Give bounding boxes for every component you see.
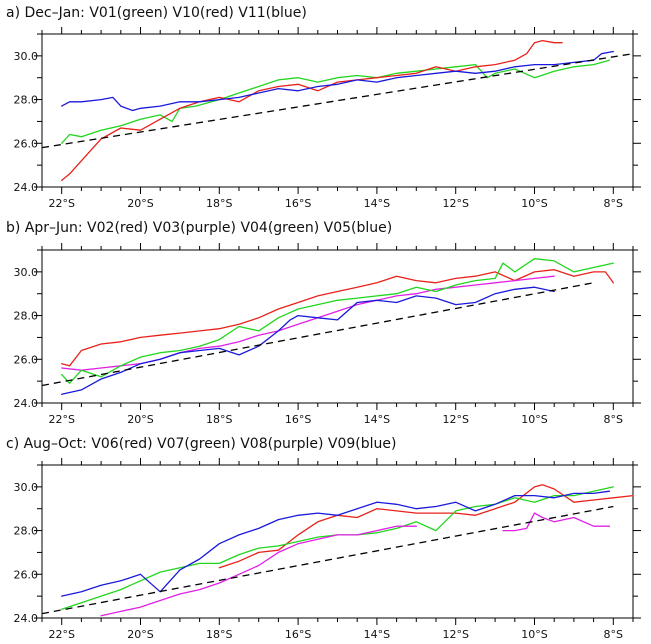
y-tick-label: 26.0 — [14, 137, 39, 150]
x-tick-label: 20°S — [127, 197, 153, 210]
panel-title: b) Apr–Jun: V02(red) V03(purple) V04(gre… — [6, 220, 392, 236]
panel-c: c) Aug–Oct: V06(red) V07(green) V08(purp… — [6, 436, 641, 641]
series-line-b-blue — [61, 286, 555, 395]
y-tick-label: 30.0 — [14, 266, 39, 279]
x-tick-label: 10°S — [521, 628, 547, 641]
x-tick-label: 8°S — [604, 628, 623, 641]
series-line-c-green — [61, 486, 614, 610]
series-line-b-purple — [61, 275, 555, 371]
series-line-c-purple — [100, 525, 417, 617]
x-tick-label: 18°S — [206, 628, 232, 641]
x-tick-label: 12°S — [442, 628, 468, 641]
x-tick-label: 8°S — [604, 197, 623, 210]
x-tick-label: 14°S — [364, 197, 390, 210]
y-tick-label: 28.0 — [14, 310, 39, 323]
x-tick-label: 20°S — [127, 628, 153, 641]
y-tick-label: 24.0 — [14, 612, 39, 625]
series-line-c-purple-2 — [502, 512, 611, 532]
y-tick-label: 24.0 — [14, 181, 39, 194]
x-tick-label: 10°S — [521, 413, 547, 426]
plot-frame — [41, 249, 634, 404]
plot-frame — [41, 464, 634, 619]
series-line-c-blue — [61, 490, 611, 597]
trend-line-c — [41, 505, 614, 615]
series-line-a-red — [61, 39, 563, 182]
panel-title: c) Aug–Oct: V06(red) V07(green) V08(purp… — [6, 436, 396, 452]
x-tick-label: 18°S — [206, 197, 232, 210]
x-tick-label: 14°S — [364, 413, 390, 426]
x-tick-label: 12°S — [442, 197, 468, 210]
x-tick-label: 12°S — [442, 413, 468, 426]
x-tick-label: 10°S — [521, 197, 547, 210]
y-tick-label: 30.0 — [14, 50, 39, 63]
x-tick-label: 22°S — [48, 628, 74, 641]
x-tick-label: 16°S — [285, 413, 311, 426]
y-tick-label: 26.0 — [14, 568, 39, 581]
plot-frame — [41, 33, 634, 188]
series-line-a-green — [61, 59, 611, 144]
x-tick-label: 18°S — [206, 413, 232, 426]
y-tick-label: 28.0 — [14, 94, 39, 107]
x-tick-label: 16°S — [285, 197, 311, 210]
series-line-a-blue — [61, 50, 614, 112]
y-tick-label: 24.0 — [14, 397, 39, 410]
y-tick-label: 26.0 — [14, 353, 39, 366]
y-tick-label: 28.0 — [14, 525, 39, 538]
panel-a: a) Dec–Jan: V01(green) V10(red) V11(blue… — [6, 5, 641, 210]
panel-title: a) Dec–Jan: V01(green) V10(red) V11(blue… — [6, 5, 307, 21]
x-tick-label: 22°S — [48, 197, 74, 210]
x-tick-label: 14°S — [364, 628, 390, 641]
x-tick-label: 16°S — [285, 628, 311, 641]
panel-b: b) Apr–Jun: V02(red) V03(purple) V04(gre… — [6, 220, 641, 426]
trend-line-a — [41, 53, 634, 149]
series-line-c-red — [218, 484, 634, 569]
series-line-b-green — [61, 258, 614, 384]
x-tick-label: 22°S — [48, 413, 74, 426]
x-tick-label: 8°S — [604, 413, 623, 426]
x-tick-label: 20°S — [127, 413, 153, 426]
trend-line-b — [41, 282, 594, 387]
series-line-b-red — [61, 269, 614, 367]
y-tick-label: 30.0 — [14, 481, 39, 494]
